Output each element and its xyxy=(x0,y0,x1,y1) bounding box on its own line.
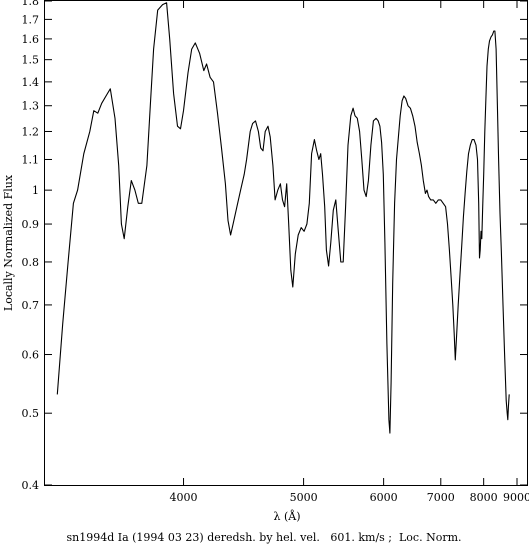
y-tick-label: 1.2 xyxy=(22,125,40,138)
x-axis-ticks: 4000 5000 6000 7000 8000 9000 xyxy=(170,1,529,504)
y-tick-label: 1.6 xyxy=(22,33,40,46)
y-tick-label: 0.9 xyxy=(22,218,40,231)
y-tick-label: 0.5 xyxy=(22,407,40,420)
plot-frame xyxy=(44,0,528,486)
y-tick-label: 0.6 xyxy=(22,349,40,362)
spectrum-line xyxy=(56,2,510,434)
x-tick-label: 5000 xyxy=(290,491,318,504)
y-axis-label: Locally Normalized Flux xyxy=(2,174,15,311)
y-tick-label: 1.8 xyxy=(22,0,40,8)
y-tick-label: 1.4 xyxy=(22,76,40,89)
y-tick-label: 0.7 xyxy=(22,299,40,312)
y-tick-label: 1.5 xyxy=(22,54,40,67)
y-tick-label: 1 xyxy=(32,184,39,197)
y-tick-label: 1.7 xyxy=(22,13,40,26)
y-tick-label: 0.4 xyxy=(22,479,40,492)
y-tick-label: 1.1 xyxy=(22,153,40,166)
x-tick-label: 8000 xyxy=(470,491,498,504)
y-tick-label: 0.8 xyxy=(22,256,40,269)
x-axis-label: λ (Å) xyxy=(274,509,301,523)
chart-caption: sn1994d Ia (1994 03 23) deredsh. by hel.… xyxy=(66,531,461,544)
x-tick-label: 6000 xyxy=(370,491,398,504)
y-tick-label: 1.3 xyxy=(22,100,40,113)
x-tick-label: 9000 xyxy=(503,491,529,504)
x-tick-label: 4000 xyxy=(170,491,198,504)
x-tick-label: 7000 xyxy=(427,491,455,504)
y-axis-ticks: 0.4 0.5 0.6 0.7 0.8 0.9 1 1.1 1.2 1.3 1.4 1.5 1.6 1.7… xyxy=(22,0,527,492)
